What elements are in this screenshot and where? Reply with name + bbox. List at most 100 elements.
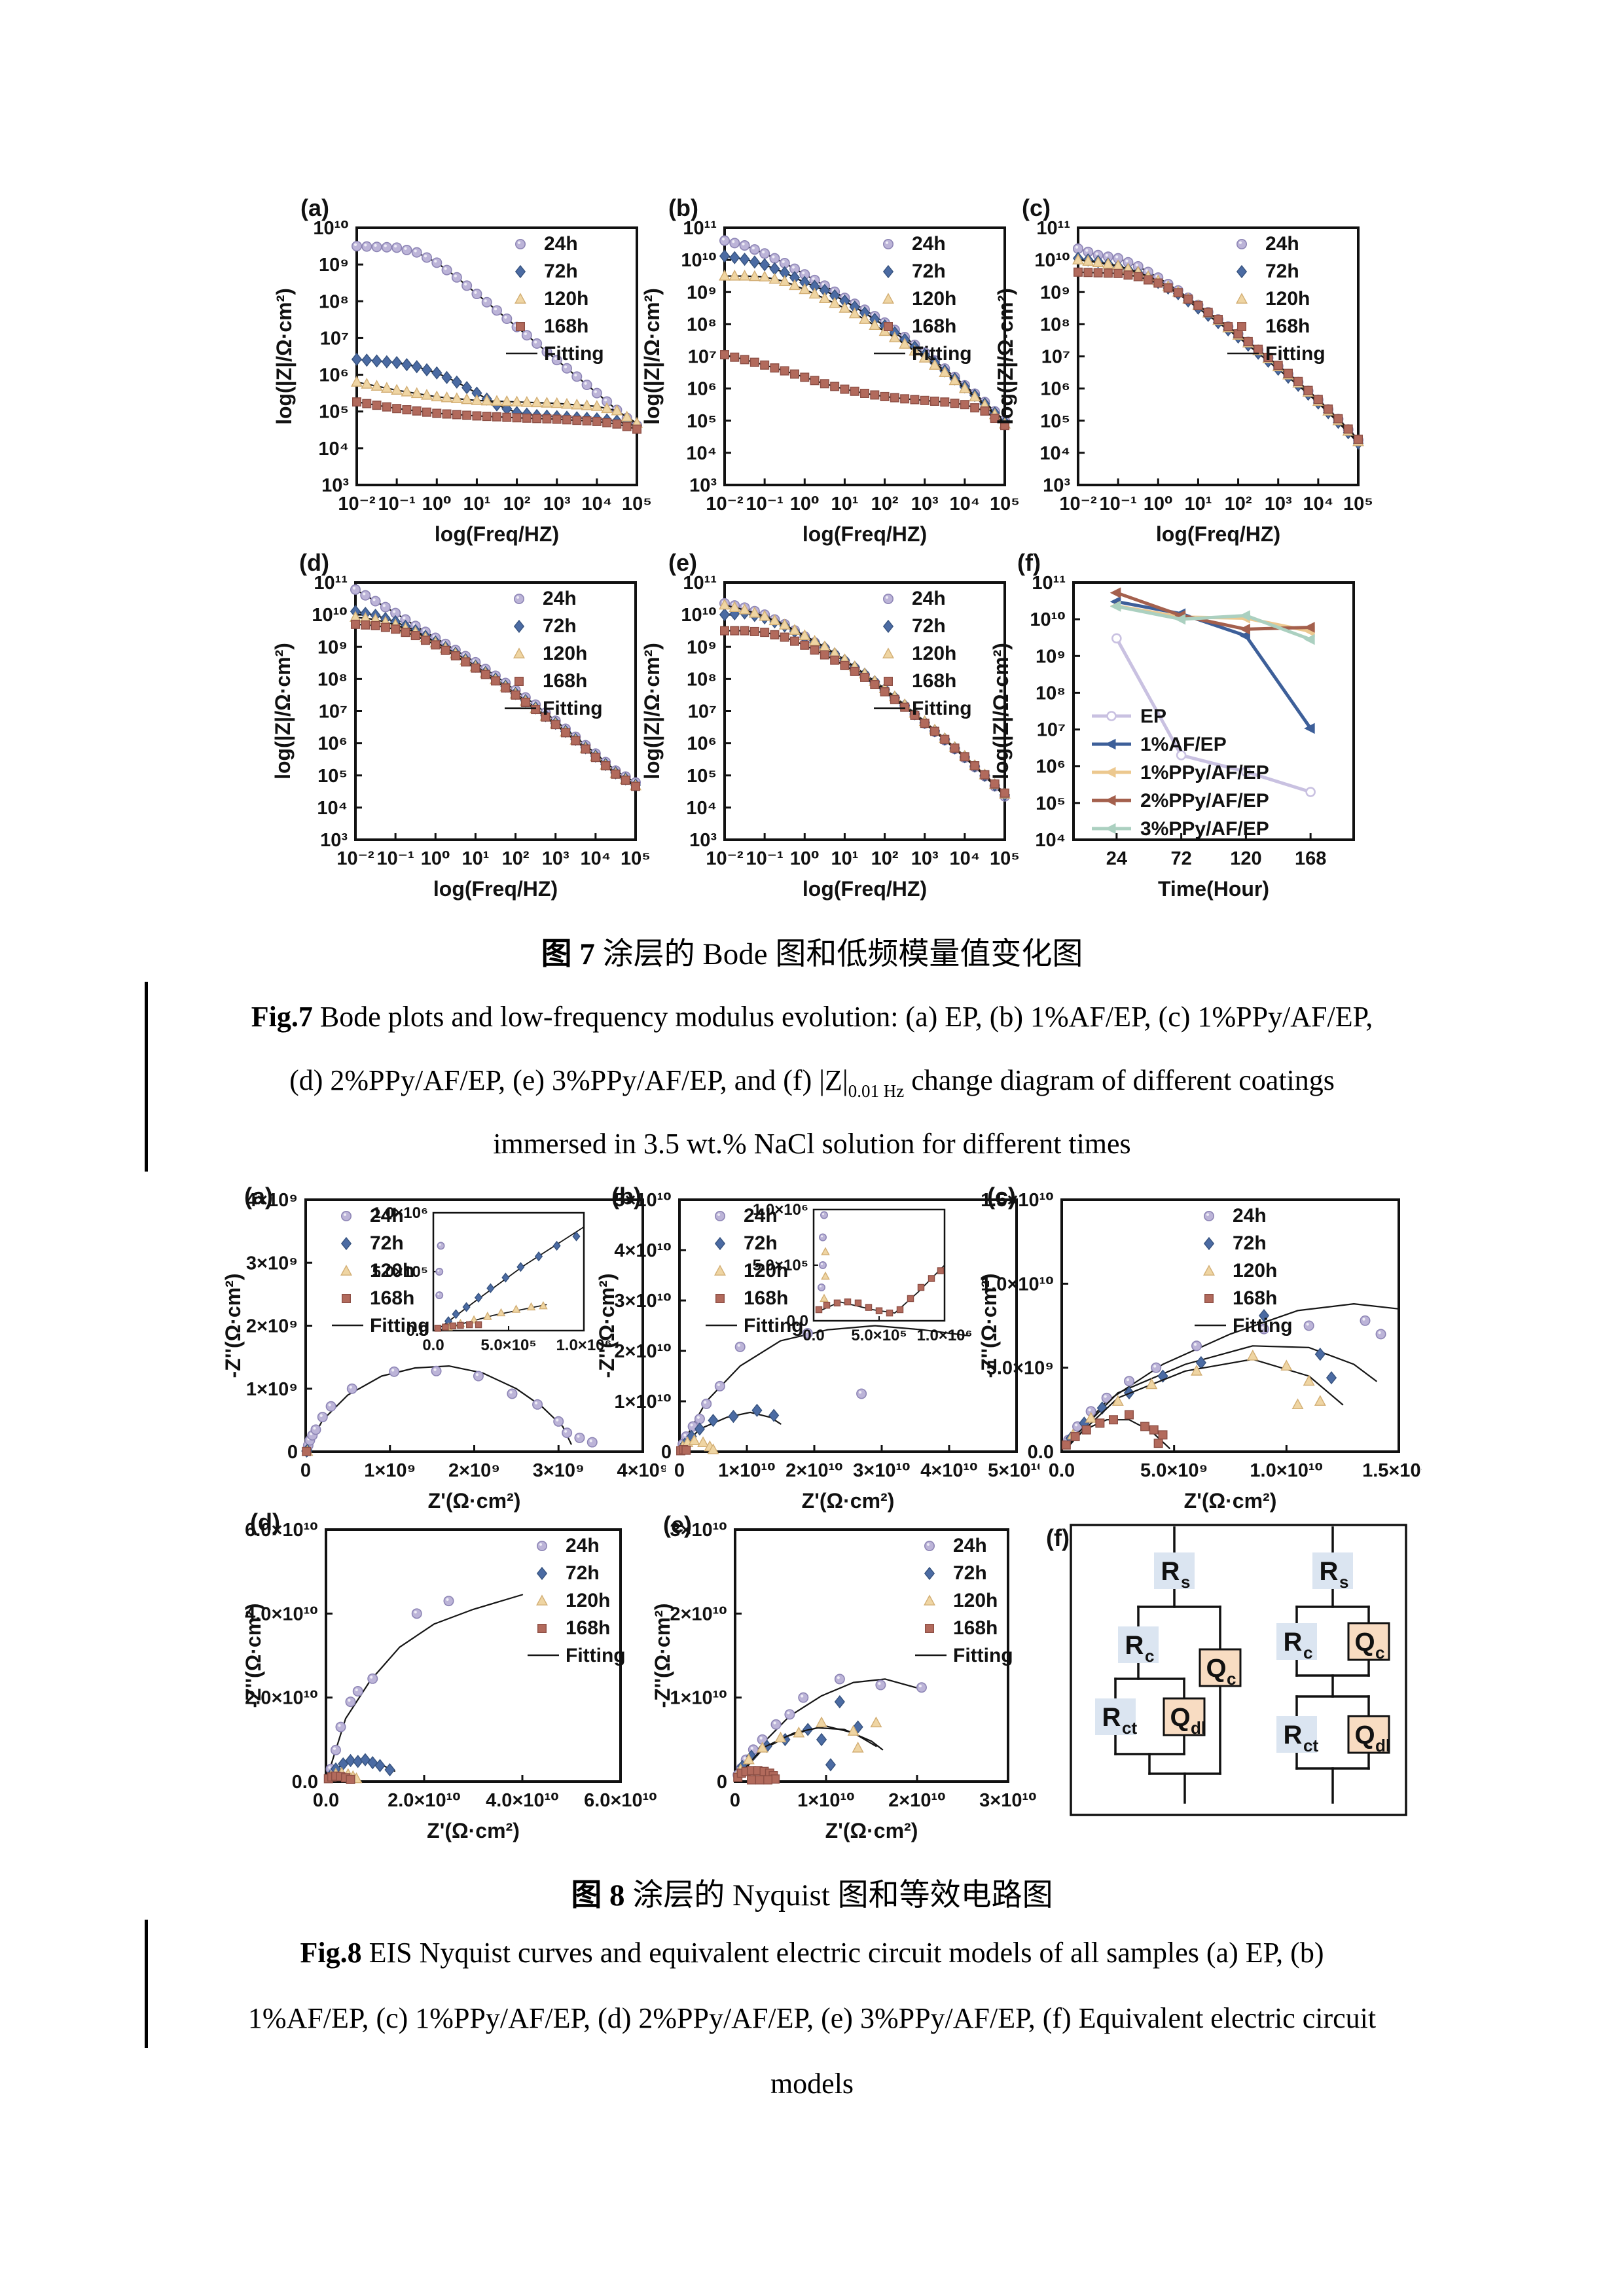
svg-text:3×10¹⁰: 3×10¹⁰ xyxy=(670,1520,727,1541)
fig7-e: 10⁻² 10⁻¹ 10⁰ 10¹ 10² 10³ 10⁴ 10⁵ 10³ 10⁴ 10⁵ 10⁶ 10… xyxy=(626,545,1020,911)
svg-text:4×10⁹: 4×10⁹ xyxy=(617,1460,666,1481)
svg-text:10²: 10² xyxy=(1225,493,1252,514)
svg-text:(f): (f) xyxy=(1046,1524,1070,1551)
fig8-d-series-24h xyxy=(325,1594,524,1774)
svg-text:6.0×10¹⁰: 6.0×10¹⁰ xyxy=(245,1520,318,1541)
svg-text:10⁷: 10⁷ xyxy=(320,328,349,349)
svg-text:log(|Z|/Ω·cm²): log(|Z|/Ω·cm²) xyxy=(640,288,664,425)
fig7-c-legend: 24h 72h 120h 168h Fitting xyxy=(1227,233,1326,365)
svg-text:Fitting: Fitting xyxy=(744,1315,804,1336)
svg-text:10⁵: 10⁵ xyxy=(990,848,1019,869)
svg-text:10⁹: 10⁹ xyxy=(317,637,348,658)
svg-text:168h: 168h xyxy=(370,1287,414,1309)
svg-text:168h: 168h xyxy=(543,670,587,692)
fig8-b-series-168h xyxy=(676,1444,691,1456)
svg-text:10⁸: 10⁸ xyxy=(687,314,717,335)
svg-text:72h: 72h xyxy=(912,260,946,282)
fig8-b-plot: 0 1×10¹⁰ 2×10¹⁰ 3×10¹⁰ 4×10¹⁰ 5×10¹⁰ 0 1×10¹⁰ 2×… xyxy=(595,1183,1045,1513)
svg-text:(e): (e) xyxy=(668,549,697,576)
svg-text:72h: 72h xyxy=(912,615,946,637)
svg-text:10¹: 10¹ xyxy=(463,493,490,514)
svg-text:72h: 72h xyxy=(566,1562,600,1584)
svg-text:1.0×10⁶: 1.0×10⁶ xyxy=(753,1201,808,1219)
fig8-a-plot: 0 1×10⁹ 2×10⁹ 3×10⁹ 4×10⁹01×10⁹2×10⁹3×10⁹4×1… xyxy=(221,1183,669,1513)
svg-text:R: R xyxy=(1125,1631,1144,1660)
svg-text:10⁷: 10⁷ xyxy=(1037,720,1066,741)
svg-text:10⁷: 10⁷ xyxy=(1041,347,1070,368)
fig7-a-series-120h xyxy=(351,376,643,428)
svg-text:(e): (e) xyxy=(663,1511,692,1538)
svg-text:Fitting: Fitting xyxy=(1265,343,1326,365)
svg-text:10⁰: 10⁰ xyxy=(1144,493,1173,514)
svg-text:10⁴: 10⁴ xyxy=(686,443,717,464)
svg-text:10⁹: 10⁹ xyxy=(1040,282,1070,303)
svg-text:dl: dl xyxy=(1375,1736,1390,1755)
fig7-a-axes: 10⁻² 10⁻¹ 10⁰ 10¹ 10² 10³ 10⁴ 10⁵ 10³ 10⁴ 10⁵ 10⁶ 10… xyxy=(272,218,652,546)
fig8-b-legend: 24h 72h 120h 168h Fitting xyxy=(706,1205,804,1336)
svg-text:s: s xyxy=(1181,1572,1190,1592)
fig8-d: 0.0 2.0×10¹⁰ 4.0×10¹⁰ 6.0×10¹⁰ 0.0 2.0×10¹⁰ 4.… xyxy=(228,1494,686,1860)
svg-text:10⁻¹: 10⁻¹ xyxy=(746,493,784,514)
svg-text:10¹¹: 10¹¹ xyxy=(683,218,717,239)
svg-text:Z'(Ω·cm²): Z'(Ω·cm²) xyxy=(428,1489,521,1513)
fig7-a-plot: 10⁻² 10⁻¹ 10⁰ 10¹ 10² 10³ 10⁴ 10⁵ 10³ 10⁴ 10⁵ 10⁶ 10… xyxy=(272,194,652,546)
fig7-d: 10⁻² 10⁻¹ 10⁰ 10¹ 10² 10³ 10⁴ 10⁵ 10³ 10⁴ 10⁵ 10⁶ 10… xyxy=(257,545,651,911)
fig8-a-series-24h xyxy=(302,1365,598,1451)
fig7-c-series-168h xyxy=(1073,267,1363,444)
fig8-a-inset-series-24h xyxy=(435,1242,445,1299)
svg-text:168h: 168h xyxy=(953,1617,998,1639)
fig8-a: 0 1×10⁹ 2×10⁹ 3×10⁹ 4×10⁹ 0 1×10⁹ 2×10⁹ 3×10⁹ 4×1… xyxy=(208,1164,669,1530)
svg-text:1.0×10¹⁰: 1.0×10¹⁰ xyxy=(981,1274,1054,1295)
fig8-c-plot: 0.0 5.0×10⁹ 1.0×10¹⁰ 1.5×10¹⁰ 0.0 5.0×10⁹ 1.0×… xyxy=(977,1183,1435,1513)
svg-text:10³: 10³ xyxy=(321,475,349,496)
svg-text:2.0×10¹⁰: 2.0×10¹⁰ xyxy=(388,1790,461,1811)
svg-text:Fitting: Fitting xyxy=(953,1645,1013,1666)
svg-text:10⁴: 10⁴ xyxy=(686,798,717,819)
svg-text:c: c xyxy=(1375,1643,1384,1662)
svg-text:10⁶: 10⁶ xyxy=(687,379,717,400)
svg-text:1×10¹⁰: 1×10¹⁰ xyxy=(718,1460,776,1481)
svg-text:0.0: 0.0 xyxy=(313,1790,339,1811)
svg-text:10¹⁰: 10¹⁰ xyxy=(681,605,717,626)
fig7-a-legend: 24h 72h 120h 168h Fitting xyxy=(506,233,604,365)
svg-text:1.0×10⁶: 1.0×10⁶ xyxy=(556,1336,611,1354)
svg-text:1.0×10⁶: 1.0×10⁶ xyxy=(916,1327,972,1344)
svg-text:10⁵: 10⁵ xyxy=(687,411,717,432)
svg-text:0.0: 0.0 xyxy=(1028,1442,1054,1463)
fig8-caption-en-line3: models xyxy=(131,2067,1493,2100)
svg-text:s: s xyxy=(1339,1572,1348,1592)
svg-text:c: c xyxy=(1227,1669,1236,1689)
svg-text:10⁻¹: 10⁻¹ xyxy=(1100,493,1137,514)
svg-text:ct: ct xyxy=(1122,1718,1137,1738)
svg-text:2×10¹⁰: 2×10¹⁰ xyxy=(888,1790,946,1811)
svg-text:120h: 120h xyxy=(912,643,956,664)
svg-text:10⁻²: 10⁻² xyxy=(706,493,744,514)
fig8-b-inset: 0.0 5.0×10⁵ 1.0×10⁶ 0.0 5.0×10⁵ 1.0×10⁶ xyxy=(753,1201,973,1344)
svg-text:10¹: 10¹ xyxy=(831,848,858,869)
svg-text:(d): (d) xyxy=(299,549,329,576)
fig7-e-series-168h xyxy=(719,626,1010,798)
svg-text:R: R xyxy=(1284,1628,1303,1657)
svg-text:72h: 72h xyxy=(370,1232,404,1254)
fig7-caption-en-line2: (d) 2%PPy/AF/EP, (e) 3%PPy/AF/EP, and (f… xyxy=(131,1064,1493,1101)
fig7-c-plot: 10⁻² 10⁻¹ 10⁰ 10¹ 10² 10³ 10⁴ 10⁵ 10³ 10⁴ 10⁵ 10⁶ 10… xyxy=(994,194,1373,546)
svg-text:R: R xyxy=(1161,1557,1180,1586)
svg-text:10²: 10² xyxy=(871,848,899,869)
svg-text:4×10¹⁰: 4×10¹⁰ xyxy=(614,1240,672,1261)
svg-text:-Z''(Ω·cm²): -Z''(Ω·cm²) xyxy=(221,1274,245,1378)
svg-text:120h: 120h xyxy=(370,1260,414,1282)
svg-text:10⁶: 10⁶ xyxy=(1036,757,1066,778)
svg-text:Fitting: Fitting xyxy=(912,343,972,365)
svg-text:5×10¹⁰: 5×10¹⁰ xyxy=(988,1460,1039,1481)
fig8-e-plot: 0 1×10¹⁰ 2×10¹⁰ 3×10¹⁰ 0 1×10¹⁰ 2×10¹⁰ 3×10¹⁰ Z'… xyxy=(651,1511,1037,1842)
svg-text:0: 0 xyxy=(717,1772,727,1793)
fig7-d-legend: 24h 72h 120h 168h Fitting xyxy=(505,588,603,719)
svg-text:10³: 10³ xyxy=(1265,493,1292,514)
svg-text:3×10⁹: 3×10⁹ xyxy=(533,1460,585,1481)
fig7-f-legend: EP 1%AF/EP 1%PPy/AF/EP 2%PPy/AF/EP 3%PPy/AF/… xyxy=(1092,706,1269,840)
svg-text:1.0×10⁶: 1.0×10⁶ xyxy=(372,1204,428,1222)
svg-text:120h: 120h xyxy=(912,288,956,310)
svg-text:10³: 10³ xyxy=(1043,475,1070,496)
svg-text:-Z''(Ω·cm²): -Z''(Ω·cm²) xyxy=(651,1604,674,1708)
fig7-caption-text3: change diagram of different coatings xyxy=(904,1064,1335,1096)
